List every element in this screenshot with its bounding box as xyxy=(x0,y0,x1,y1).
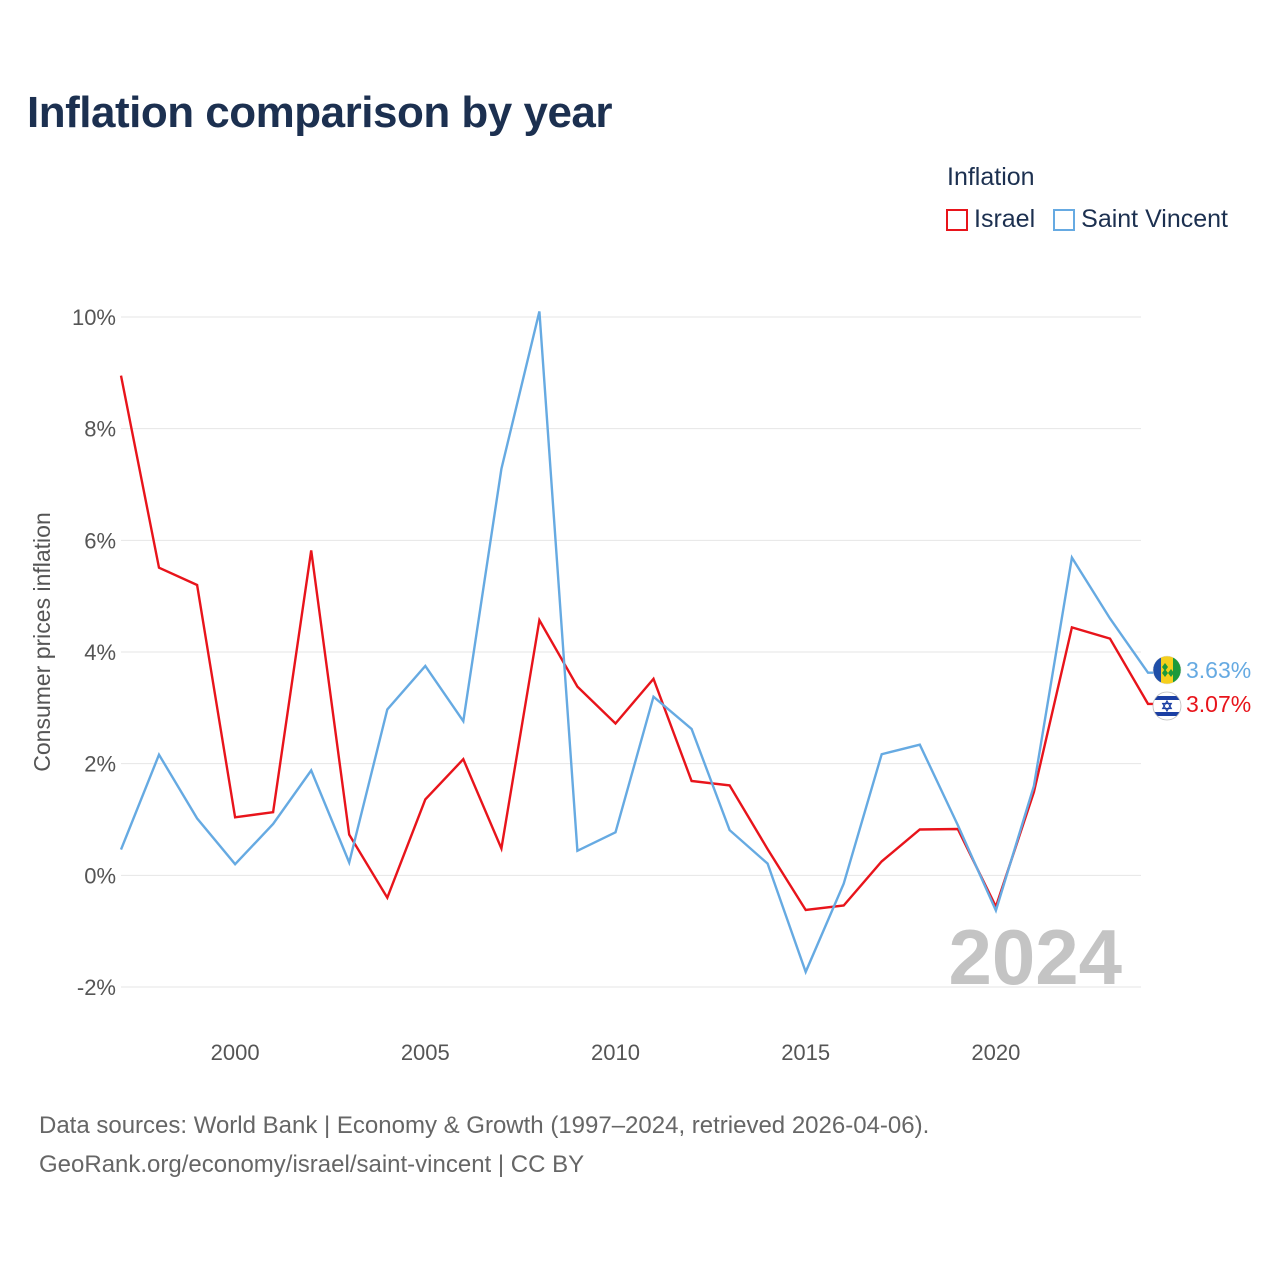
x-axis-ticks: 2000 2005 2010 2015 2020 xyxy=(211,1040,1021,1065)
legend-item-saint-vincent[interactable]: Saint Vincent xyxy=(1053,205,1228,234)
series-lines xyxy=(119,311,1154,976)
legend-title: Inflation xyxy=(947,163,1035,191)
y-tick-label: 2% xyxy=(84,752,116,777)
legend-item-israel[interactable]: Israel xyxy=(946,205,1035,234)
x-tick-label: 2015 xyxy=(781,1040,830,1065)
y-tick-label: -2% xyxy=(77,975,116,1000)
y-tick-label: 6% xyxy=(84,528,116,553)
series-line-saint-vincent[interactable] xyxy=(119,311,1154,976)
legend: Israel Saint Vincent xyxy=(946,205,1228,234)
legend-swatch-israel xyxy=(946,208,968,231)
grid-lines xyxy=(121,316,1141,988)
legend-label-saint-vincent: Saint Vincent xyxy=(1081,205,1229,233)
saint-vincent-end-label: 3.63% xyxy=(1186,657,1251,683)
y-tick-label: 8% xyxy=(84,417,116,442)
source-line-1: Data sources: World Bank | Economy & Gro… xyxy=(39,1112,930,1139)
end-labels: 3.63% 3.07% xyxy=(1152,655,1251,721)
y-tick-label: 4% xyxy=(84,640,116,665)
saint-vincent-flag-icon xyxy=(1152,655,1182,685)
x-tick-label: 2020 xyxy=(971,1040,1020,1065)
source-note: Data sources: World Bank | Economy & Gro… xyxy=(39,1106,929,1184)
y-tick-label: 10% xyxy=(72,305,116,330)
chart-title: Inflation comparison by year xyxy=(27,88,613,137)
legend-swatch-saint-vincent xyxy=(1053,208,1076,231)
series-line-israel[interactable] xyxy=(119,375,1154,912)
israel-flag-icon xyxy=(1152,691,1182,721)
israel-end-label: 3.07% xyxy=(1186,691,1251,717)
y-axis-ticks: -2% 0% 2% 4% 6% 8% 10% xyxy=(72,305,116,1000)
y-axis-label: Consumer prices inflation xyxy=(29,512,55,772)
legend-label-israel: Israel xyxy=(974,205,1036,233)
x-tick-label: 2010 xyxy=(591,1040,640,1065)
x-tick-label: 2000 xyxy=(211,1040,260,1065)
year-watermark: 2024 xyxy=(948,913,1122,1001)
line-chart: -2% 0% 2% 4% 6% 8% 10% 2000 2005 2010 2015 2020 Co… xyxy=(29,305,1251,1065)
source-line-2[interactable]: GeoRank.org/economy/israel/saint-vincent… xyxy=(39,1151,585,1178)
y-tick-label: 0% xyxy=(84,863,116,888)
x-tick-label: 2005 xyxy=(401,1040,450,1065)
